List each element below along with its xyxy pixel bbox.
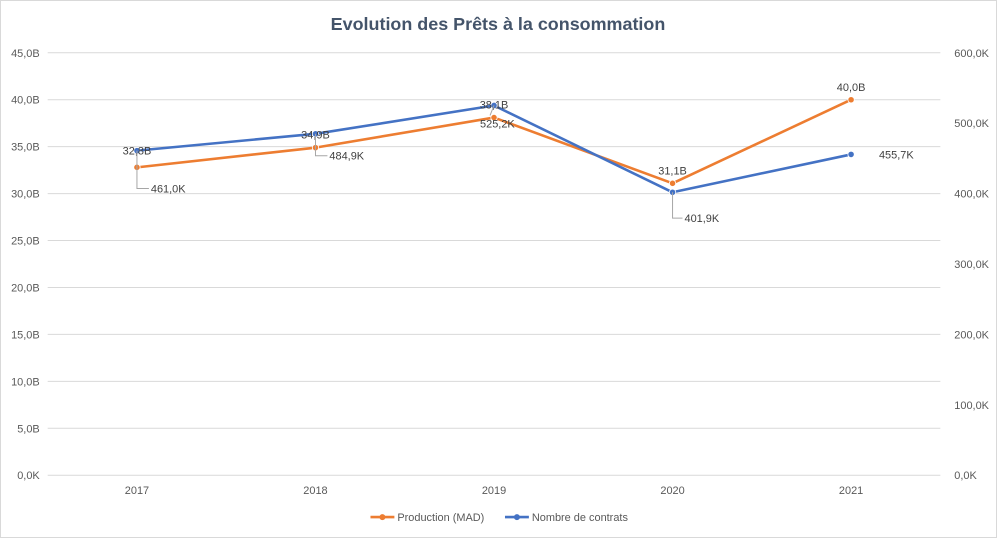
legend: Production (MAD) Nombre de contrats bbox=[370, 512, 628, 524]
data-point bbox=[668, 179, 677, 187]
x-axis-tick-label: 2021 bbox=[839, 485, 863, 497]
left-axis-tick-label: 15,0B bbox=[11, 329, 40, 341]
legend-label: Nombre de contrats bbox=[532, 512, 629, 524]
contrats-data-label: 401,9K bbox=[685, 213, 720, 225]
x-axis-ticks: 2017 2018 2019 2020 2021 bbox=[125, 485, 863, 497]
chart-title: Evolution des Prêts à la consommation bbox=[331, 14, 666, 34]
contrats-data-label: 525,2K bbox=[480, 118, 515, 130]
right-axis-tick-label: 500,0K bbox=[954, 118, 989, 130]
legend-item: Nombre de contrats bbox=[504, 512, 629, 524]
data-point bbox=[490, 113, 498, 122]
right-axis-tick-label: 0,0K bbox=[954, 470, 977, 482]
x-axis-tick-label: 2018 bbox=[303, 485, 327, 497]
left-axis-tick-label: 20,0B bbox=[11, 282, 40, 294]
contrats-data-label: 484,9K bbox=[329, 151, 364, 163]
right-axis-tick-label: 200,0K bbox=[954, 329, 989, 341]
right-axis-tick-label: 300,0K bbox=[954, 259, 989, 271]
x-axis-tick-label: 2019 bbox=[482, 485, 506, 497]
legend-swatch-marker bbox=[513, 514, 520, 521]
left-axis-tick-label: 10,0B bbox=[11, 376, 40, 388]
right-axis-tick-label: 600,0K bbox=[954, 48, 989, 60]
data-point bbox=[847, 96, 855, 104]
left-axis-tick-label: 35,0B bbox=[11, 142, 40, 154]
left-axis-tick-label: 0,0K bbox=[17, 470, 40, 482]
left-axis-tick-label: 30,0B bbox=[11, 189, 40, 201]
data-labels: 32,8B34,9B38,1B31,1B40,0B461,0K484,9K525… bbox=[123, 82, 915, 225]
legend-swatch-marker bbox=[379, 514, 386, 521]
legend-item: Production (MAD) bbox=[370, 512, 484, 524]
x-axis-tick-label: 2020 bbox=[660, 485, 684, 497]
leader-line bbox=[489, 105, 495, 116]
contrats-data-label: 461,0K bbox=[151, 184, 186, 196]
data-point bbox=[847, 150, 855, 158]
right-axis-tick-label: 400,0K bbox=[954, 189, 989, 201]
leader-line bbox=[314, 133, 328, 157]
left-axis-ticks: 0,0K 5,0B 10,0B 15,0B 20,0B 25,0B 30,0B 35,0B 40… bbox=[11, 48, 40, 482]
legend-label: Production (MAD) bbox=[397, 512, 484, 524]
leader-line bbox=[672, 192, 683, 219]
x-axis-tick-label: 2017 bbox=[125, 485, 149, 497]
left-axis-tick-label: 40,0B bbox=[11, 95, 40, 107]
contrats-data-label: 455,7K bbox=[879, 149, 914, 161]
right-axis-ticks: 0,0K 100,0K 200,0K 300,0K 400,0K 500,0K 600,0K bbox=[954, 48, 989, 482]
left-axis-tick-label: 25,0B bbox=[11, 236, 40, 248]
grid-lines bbox=[47, 52, 941, 476]
leader-line bbox=[136, 150, 149, 190]
production-data-label: 40,0B bbox=[837, 82, 866, 94]
left-axis-tick-label: 45,0B bbox=[11, 48, 40, 60]
production-data-label: 31,1B bbox=[658, 165, 687, 177]
right-axis-tick-label: 100,0K bbox=[954, 400, 989, 412]
left-axis-tick-label: 5,0B bbox=[17, 423, 40, 435]
